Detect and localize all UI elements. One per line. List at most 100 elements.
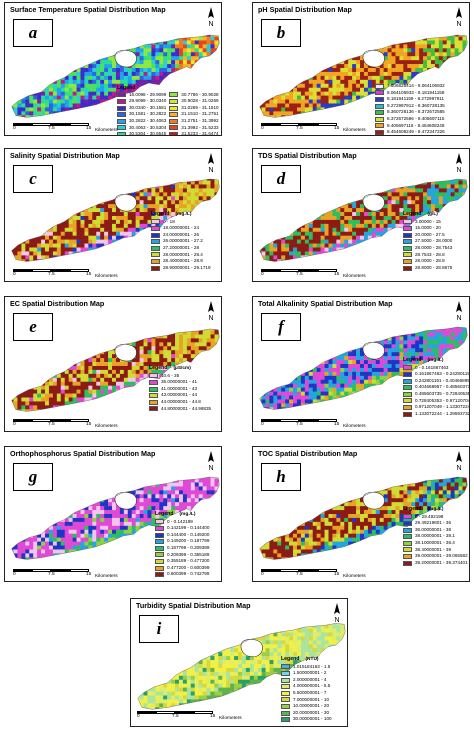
- scale-tick-label: 15: [86, 572, 92, 577]
- legend-item: 28.40000001 - 28.9: [151, 258, 211, 265]
- legend-label: 8.360728136 - 8.372672585: [387, 109, 445, 115]
- lake-map-c: [11, 178, 220, 262]
- scale-segment: [280, 123, 299, 126]
- scale-unit: Kilometers: [219, 716, 242, 721]
- legend-swatch: [169, 131, 179, 135]
- legend-item: 0.600399 - 0.742799: [155, 571, 209, 578]
- legend-label: 36.00000001 - 38: [415, 526, 452, 532]
- legend-swatch: [403, 245, 412, 251]
- north-label: N: [208, 21, 213, 28]
- legend-label: 20.0000 - 27.5: [415, 231, 445, 237]
- scale-segment: [137, 711, 156, 714]
- legend-label: 0 - 0.161867463: [415, 364, 449, 370]
- panel-letter: h: [261, 463, 301, 491]
- scale-segment: [13, 123, 32, 126]
- scale-tick-label: 15: [334, 422, 340, 427]
- legend-label: 28.0000 - 28.8: [415, 258, 445, 264]
- scale-segment: [70, 123, 89, 126]
- legend-item: 2.000000001 - 4: [281, 677, 332, 684]
- legend-item: 1.500000001 - 2: [281, 670, 332, 677]
- legend-label: 15.0000 - 20: [415, 225, 441, 231]
- legend-label: 10.6 - 35: [161, 372, 180, 378]
- legend-swatch: [403, 385, 412, 391]
- legend-item: 8.405697116 - 8.454608248: [375, 123, 445, 130]
- legend-header: Legend (g/L): [403, 211, 452, 219]
- legend-label: 16.0098 - 29.9099: [129, 91, 167, 97]
- scale-bar: 0 7.5 15 Kilometers: [137, 711, 257, 723]
- legend-item: 30.0340 - 30.1581: [117, 105, 166, 112]
- legend-swatch: [375, 96, 384, 102]
- legend-swatch: [375, 129, 384, 135]
- legend-label: 24.00000001 - 26: [163, 231, 200, 237]
- scale-tick-label: 7.5: [48, 422, 55, 427]
- legend-swatch: [149, 393, 158, 399]
- legend-label: 4.000000001 - 5.5: [293, 683, 331, 689]
- scale-tick-label: 15: [334, 126, 340, 131]
- legend-label: 31.5233 - 31.6474: [181, 131, 219, 136]
- legend-swatch: [403, 540, 412, 546]
- legend-item: 44.00000001 - 44.8: [149, 399, 211, 406]
- legend-item: 4.000000001 - 5.5: [281, 683, 332, 690]
- panel-letter: f: [261, 313, 301, 341]
- scale-segment: [280, 419, 299, 422]
- scale-unit: Kilometers: [343, 574, 366, 579]
- lake-outline: [11, 328, 220, 412]
- scale-unit: Kilometers: [95, 424, 118, 429]
- legend-item: 31.5233 - 31.6474: [169, 131, 219, 136]
- legend-item: 0 - 0.161867463: [403, 364, 469, 372]
- legend-label: 30.00000001 - 100: [293, 716, 332, 722]
- scale-bar: 0 7.5 15 Kilometers: [261, 419, 381, 431]
- lake-outline: [259, 178, 468, 262]
- legend-item: 35.00000001 - 41: [149, 379, 211, 386]
- legend-swatch: [403, 219, 412, 225]
- map-title: TOC Spatial Distribution Map: [258, 449, 358, 458]
- legend-item: 36.00000001 - 38: [403, 527, 468, 534]
- legend-label: 43.00000001 - 44: [161, 392, 198, 398]
- legend-label: 29.49219801 - 36: [415, 520, 452, 526]
- scale-segment: [318, 419, 337, 422]
- legend-swatch: [281, 677, 290, 683]
- legend-item: 5.500000001 - 7: [281, 690, 332, 697]
- north-arrow-icon: N: [208, 451, 214, 472]
- legend-swatch: [375, 90, 384, 96]
- legend-item: 8.360728136 - 8.372672585: [375, 109, 445, 116]
- legend-label: 0.728405353 - 0.971207048: [415, 397, 470, 403]
- legend-swatch: [403, 225, 412, 231]
- legend-swatch: [117, 131, 126, 135]
- scale-tick-label: 7.5: [48, 272, 55, 277]
- legend-swatch: [403, 560, 412, 566]
- legend-label: 27.5000 - 28.0000: [415, 238, 453, 244]
- scale-segment: [280, 269, 299, 272]
- legend-label: 30.0340 - 30.1581: [129, 104, 167, 110]
- panel-letter: a: [13, 19, 53, 47]
- legend-item: 10.6 - 35: [149, 373, 211, 380]
- legend-item: 29.49219801 - 36: [403, 520, 468, 527]
- legend-swatch: [169, 125, 179, 131]
- legend-label: 1.500000001 - 2: [293, 670, 327, 676]
- north-arrow-icon: N: [208, 301, 214, 322]
- legend: Legend (mg./L) 0 - 0.161867463 0.161867463 …: [403, 357, 470, 417]
- legend-label: 0.404668957 - 0.485603734: [415, 384, 470, 390]
- legend-swatch: [117, 118, 126, 124]
- legend: Legend (mg./L) 0 - 0.142199 0.142199 - 0.14…: [155, 511, 209, 578]
- north-label: N: [208, 315, 213, 322]
- legend-label: 44.80000001 - 44.96835: [161, 405, 212, 411]
- map-panel-a: Surface Temperature Spatial Distribution…: [4, 2, 222, 136]
- lake-outline: [11, 178, 220, 262]
- legend-swatch: [155, 519, 164, 525]
- scale-tick-label: 0: [13, 572, 16, 577]
- legend-label: 8.181941159 - 8.272997911: [387, 96, 445, 102]
- legend-swatch: [169, 98, 179, 104]
- legend-unit: (NTU): [305, 657, 319, 662]
- legend-item: 0.187799 - 0.209399: [155, 545, 209, 552]
- legend-swatch: [403, 404, 412, 410]
- legend-label: 8.064106933 - 8.181941158: [387, 89, 445, 95]
- legend-item: 28.90000001 - 29.1719: [151, 265, 211, 272]
- lake-outline: [259, 326, 468, 410]
- map-panel-f: Total Alkalinity Spatial Distribution Ma…: [252, 296, 470, 432]
- map-title: EC Spatial Distribution Map: [10, 299, 105, 308]
- legend-item: 0.971207049 - 1.133072244: [403, 404, 469, 411]
- legend-item: 8.372672586 - 8.405697115: [375, 116, 445, 123]
- scale-segment: [318, 269, 337, 272]
- scale-segment: [32, 569, 51, 572]
